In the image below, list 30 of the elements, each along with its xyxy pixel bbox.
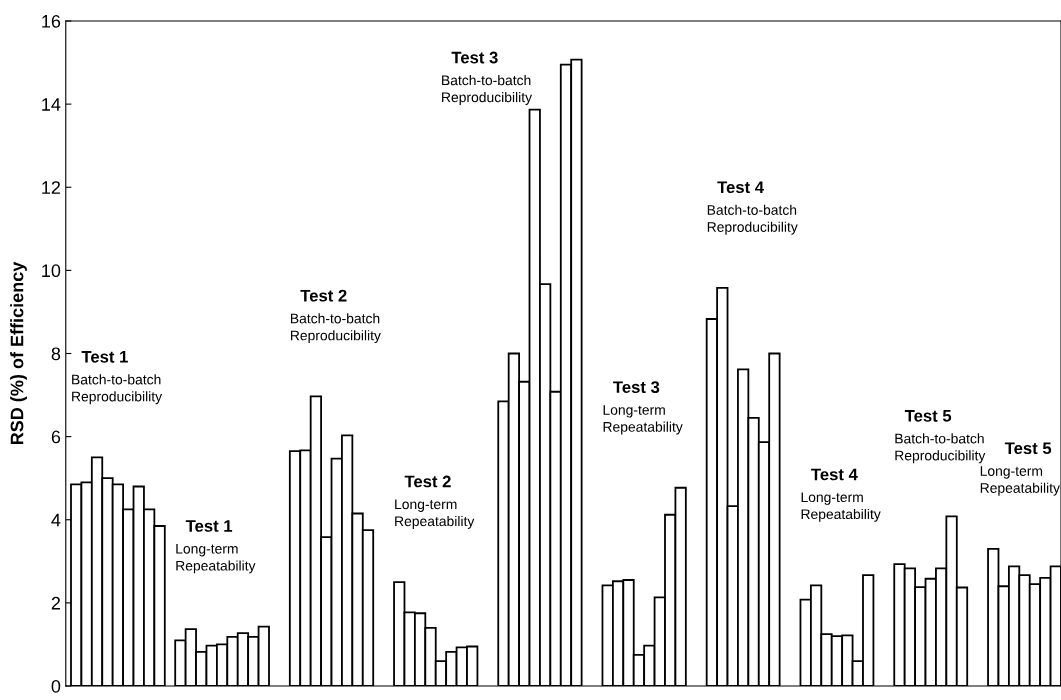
annotation: Batch-to-batch Reproducibility [707, 204, 798, 235]
y-tick-label: 8 [51, 347, 61, 361]
annotation: Test 3 [613, 381, 660, 394]
annotation: Test 2 [404, 475, 451, 488]
y-tick-label: 2 [51, 596, 61, 610]
annotation: Test 5 [1004, 442, 1052, 455]
y-tick-label: 6 [51, 430, 61, 444]
annotation: Test 3 [451, 51, 498, 64]
annotation: Batch-to-batch Reproducibility [72, 374, 163, 405]
y-tick-label: 12 [42, 181, 61, 194]
y-tick-label: 10 [42, 264, 61, 278]
annotation: Test 1 [185, 520, 233, 532]
annotation: Long-term Repeatability [603, 405, 683, 435]
y-tick-label: 4 [51, 513, 61, 527]
y-tick-label: 14 [42, 98, 61, 111]
annotation: Batch-to-batch Reproducibility [442, 75, 533, 105]
y-tick-label: 16 [42, 14, 61, 28]
annotation: Batch-to-batch Reproducibility [895, 433, 986, 464]
annotation: Long-term Repeatability [980, 466, 1060, 496]
y-axis-title: RSD (%) of Efficiency [10, 261, 27, 445]
annotation: Test 1 [81, 351, 128, 363]
annotation: Long-term Repeatability [801, 492, 881, 522]
annotation: Test 2 [300, 289, 347, 302]
annotation: Test 4 [811, 468, 858, 481]
y-tick-label: 0 [51, 679, 61, 693]
annotation: Test 5 [904, 410, 952, 422]
annotation: Test 4 [717, 181, 764, 194]
annotation: Long-term Repeatability [395, 499, 475, 529]
annotation: Batch-to-batch Reproducibility [290, 313, 381, 344]
annotation: Long-term Repeatability [176, 543, 256, 574]
